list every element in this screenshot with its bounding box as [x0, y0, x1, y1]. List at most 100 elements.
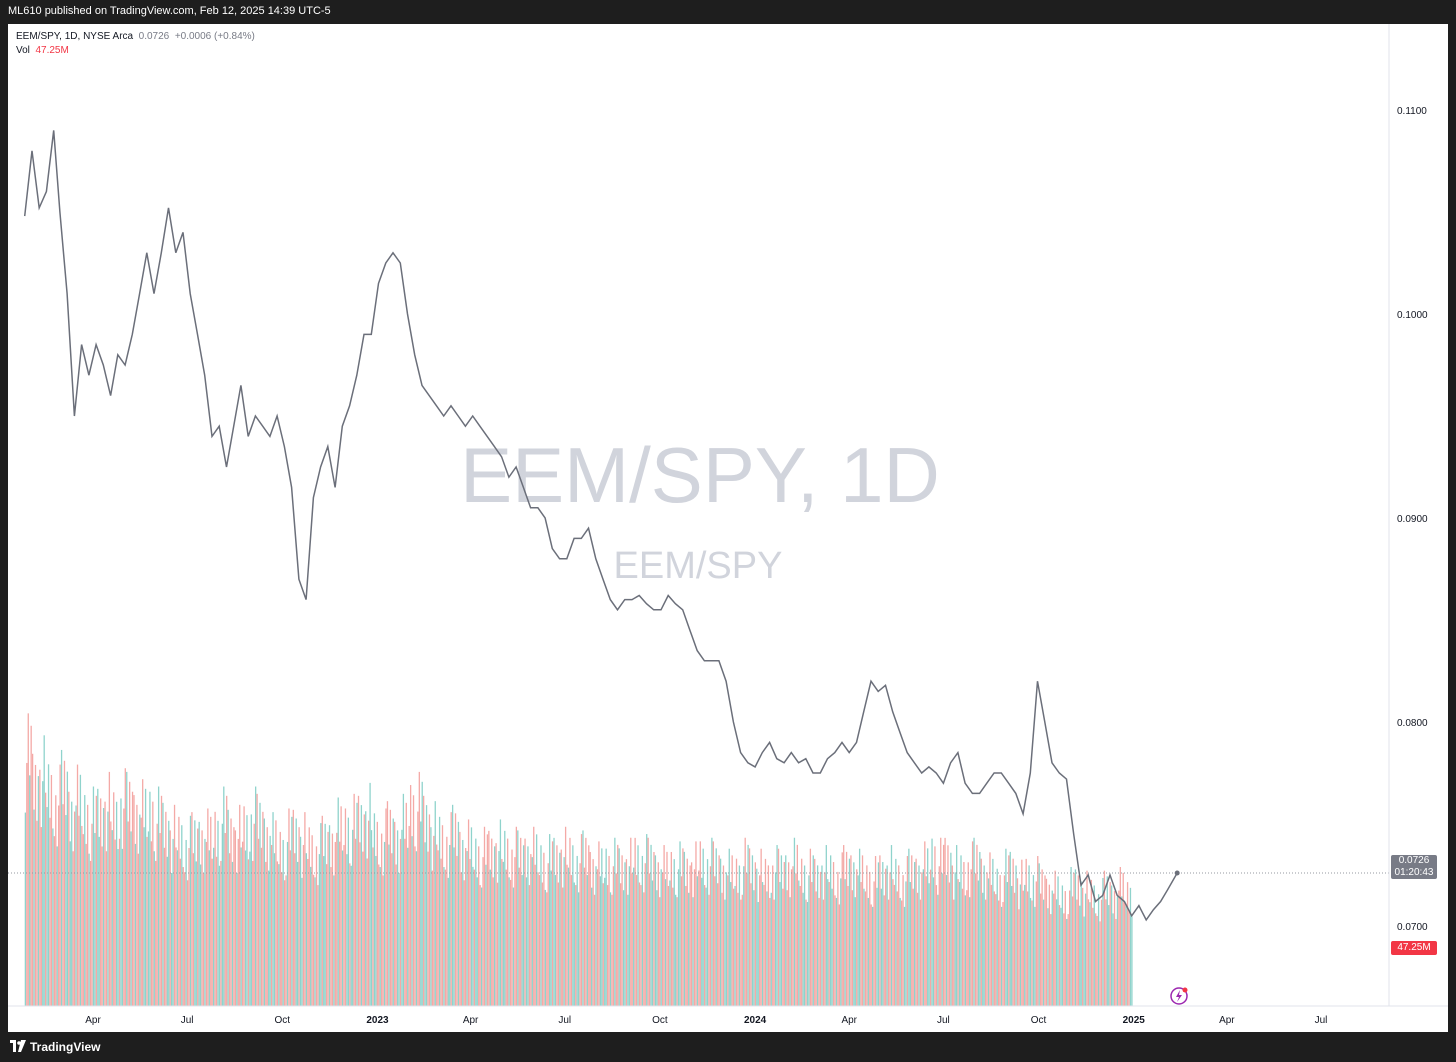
volume-bar	[1038, 863, 1040, 1006]
volume-bar	[470, 827, 473, 1006]
volume-bar	[947, 845, 949, 1006]
volume-bar	[315, 846, 318, 1006]
volume-bar	[392, 818, 394, 1006]
volume-bar	[698, 870, 700, 1006]
volume-bar	[1105, 899, 1107, 1006]
volume-bar	[404, 838, 406, 1006]
volume-bar	[757, 902, 759, 1006]
volume-bar	[1022, 890, 1024, 1006]
volume-bar	[983, 865, 985, 1006]
volume-bar	[677, 869, 680, 1006]
volume-bar	[253, 823, 255, 1006]
volume-bar	[867, 897, 869, 1006]
volume-bar	[621, 855, 623, 1006]
volume-bar	[137, 853, 139, 1006]
volume-bar	[1029, 897, 1032, 1006]
volume-bar	[935, 885, 938, 1006]
volume-bar	[194, 820, 196, 1006]
volume-bar	[1103, 870, 1106, 1006]
volume-bar	[780, 855, 783, 1006]
volume-bar	[354, 838, 357, 1006]
volume-bar	[1040, 893, 1042, 1006]
volume-bar	[812, 855, 814, 1006]
volume-bar	[966, 890, 968, 1006]
volume-bar	[408, 825, 410, 1006]
volume-bar	[847, 885, 849, 1006]
volume-bar	[714, 876, 716, 1006]
volume-bar	[537, 872, 539, 1006]
volume-bar	[76, 764, 79, 1006]
volume-bar	[325, 864, 328, 1006]
volume-bar	[246, 815, 248, 1006]
volume-bar	[1126, 882, 1129, 1006]
volume-bar	[255, 786, 257, 1006]
volume-bar	[143, 827, 145, 1006]
volume-bar	[230, 818, 232, 1006]
volume-bar	[577, 892, 580, 1006]
volume-bar	[385, 808, 387, 1006]
x-tick-label: Oct	[652, 1015, 668, 1026]
volume-bar	[912, 888, 914, 1006]
volume-bar	[690, 862, 693, 1006]
volume-bar	[853, 862, 855, 1006]
volume-bar	[553, 837, 555, 1006]
volume-bar	[226, 795, 228, 1006]
volume-bar	[518, 867, 520, 1006]
volume-bar	[527, 846, 529, 1006]
volume-bar	[547, 863, 549, 1006]
x-tick-label: Apr	[1219, 1015, 1235, 1026]
volume-bar	[136, 804, 138, 1006]
tradingview-brand[interactable]: TradingView	[30, 1040, 101, 1054]
volume-bar	[761, 882, 764, 1006]
volume-bar	[977, 880, 980, 1006]
volume-bar	[427, 851, 429, 1006]
volume-bar	[152, 801, 154, 1006]
symbol-legend[interactable]: EEM/SPY, 1D, NYSE Arca 0.0726 +0.0006 (+…	[16, 31, 255, 42]
volume-bar	[378, 864, 380, 1006]
volume-bar	[970, 869, 972, 1006]
volume-bar	[69, 841, 71, 1006]
volume-bar	[866, 865, 868, 1006]
volume-bar	[848, 858, 851, 1006]
volume-bar	[29, 775, 31, 1006]
volume-bar	[421, 781, 423, 1006]
volume-bar	[407, 847, 409, 1006]
volume-bar	[509, 879, 512, 1006]
volume-bar	[259, 802, 261, 1006]
volume-bar	[945, 875, 948, 1006]
volume-bar	[1087, 899, 1090, 1006]
volume-bar	[414, 846, 416, 1006]
lightning-icon[interactable]	[1170, 987, 1188, 1005]
volume-bar	[648, 873, 651, 1006]
volume-bar	[204, 838, 206, 1006]
volume-bar	[133, 795, 135, 1006]
volume-bar	[131, 791, 134, 1006]
volume-bar	[809, 848, 812, 1006]
volume-bar	[495, 843, 497, 1006]
volume-bar	[430, 827, 432, 1006]
volume-bar	[818, 897, 820, 1006]
volume-bar	[282, 839, 284, 1006]
volume-bar	[486, 834, 489, 1006]
volume-bar	[111, 830, 113, 1006]
volume-bar	[165, 811, 167, 1006]
volume-bar	[488, 830, 490, 1006]
volume-legend[interactable]: Vol 47.25M	[16, 45, 69, 56]
volume-bar	[436, 844, 438, 1006]
volume-bar	[155, 860, 157, 1006]
volume-bar	[782, 888, 784, 1006]
volume-bar	[956, 845, 958, 1006]
volume-bar	[551, 841, 554, 1006]
volume-bar	[541, 882, 544, 1006]
volume-bar	[1129, 887, 1132, 1006]
volume-bar	[1112, 913, 1114, 1006]
volume-bar	[856, 869, 858, 1006]
volume-bar	[701, 877, 703, 1006]
volume-bar	[1071, 896, 1074, 1006]
volume-bar	[50, 774, 53, 1006]
volume-bar	[85, 843, 87, 1006]
volume-bar	[779, 882, 781, 1006]
volume-bar	[672, 887, 674, 1006]
volume-bar	[1053, 893, 1055, 1006]
